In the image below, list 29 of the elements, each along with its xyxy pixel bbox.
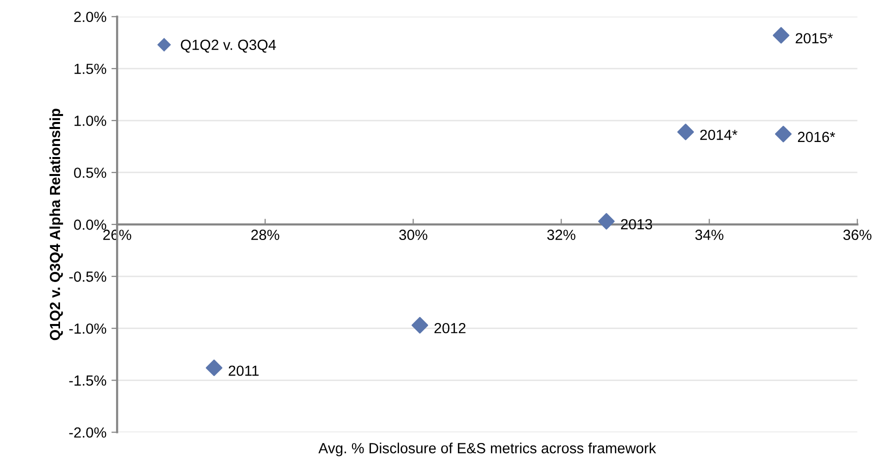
annotation: 2011	[228, 366, 259, 376]
annotation: 2014*	[700, 130, 738, 140]
x-tick-label: 30%	[399, 230, 428, 240]
x-tick-label: 32%	[547, 230, 576, 240]
y-tick-label: 0.5%	[74, 168, 106, 178]
y-tick-label: 0.0%	[74, 220, 106, 230]
point	[412, 316, 428, 334]
y-tick-label: 1.5%	[74, 64, 106, 74]
point	[206, 360, 222, 376]
point	[598, 213, 615, 230]
y-tick-label: 1.0%	[74, 116, 106, 126]
y-tick-label: -2.0%	[69, 427, 106, 438]
point	[677, 124, 694, 140]
legend-label: Q1Q2 v. Q3Q4	[180, 40, 276, 53]
x-tick-label: 36%	[843, 230, 872, 240]
y-tick-label: -1.0%	[69, 323, 106, 334]
point	[775, 126, 792, 142]
y-tick-label: -0.5%	[69, 271, 106, 282]
annotation: 2012	[434, 322, 466, 334]
point	[772, 27, 790, 44]
x-axis-title: Avg. % Disclosure of E&S metrics across framework	[318, 442, 656, 456]
annotation: 2015*	[796, 33, 833, 44]
annotation: 2016*	[798, 132, 836, 142]
x-tick-label: 28%	[251, 230, 280, 240]
y-tick-label: -1.5%	[69, 375, 106, 386]
y-axis-title: Q1Q2 v. Q3Q4 Alpha Relationship	[49, 108, 64, 340]
x-tick-label: 34%	[695, 230, 724, 240]
y-tick-label: 2.0%	[74, 12, 106, 22]
annotation: 2013	[621, 219, 652, 230]
